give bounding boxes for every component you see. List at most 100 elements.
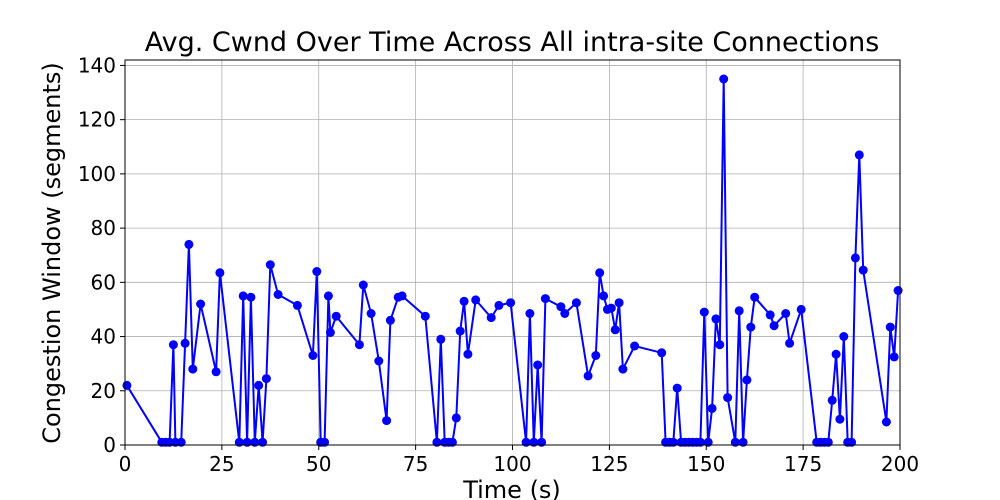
data-point bbox=[618, 364, 628, 374]
data-point bbox=[595, 268, 605, 278]
data-point bbox=[420, 311, 430, 321]
x-tick-label: 25 bbox=[209, 452, 234, 476]
y-tick-label: 20 bbox=[91, 379, 116, 403]
data-point bbox=[261, 374, 271, 384]
data-point bbox=[385, 315, 395, 325]
data-point bbox=[374, 356, 384, 366]
data-point bbox=[893, 286, 903, 295]
data-point bbox=[560, 309, 570, 318]
x-tick-label: 125 bbox=[590, 452, 628, 476]
data-point bbox=[312, 267, 322, 276]
data-point bbox=[850, 253, 860, 263]
data-point bbox=[831, 349, 841, 359]
data-point bbox=[796, 304, 806, 314]
data-point bbox=[556, 302, 566, 312]
data-point bbox=[180, 338, 190, 348]
data-point bbox=[533, 360, 543, 370]
data-point bbox=[292, 300, 302, 310]
y-tick-label: 80 bbox=[91, 216, 116, 240]
data-point bbox=[742, 375, 752, 385]
data-point bbox=[455, 326, 465, 336]
data-point bbox=[672, 383, 682, 393]
x-tick-label: 100 bbox=[493, 452, 531, 476]
data-point bbox=[583, 371, 593, 381]
data-point bbox=[769, 321, 779, 331]
x-tick-label: 50 bbox=[306, 452, 331, 476]
data-point bbox=[657, 348, 667, 358]
data-point bbox=[711, 314, 721, 324]
data-point bbox=[734, 306, 744, 316]
data-point bbox=[463, 349, 473, 359]
data-point bbox=[746, 322, 756, 332]
x-tick-label: 200 bbox=[881, 452, 919, 476]
data-point bbox=[599, 291, 609, 301]
data-point bbox=[540, 294, 550, 304]
data-point bbox=[707, 403, 717, 413]
data-point bbox=[246, 292, 256, 302]
data-point bbox=[889, 352, 899, 362]
data-point bbox=[486, 313, 496, 323]
data-point bbox=[715, 340, 725, 350]
data-point bbox=[785, 338, 795, 348]
x-tick-label: 175 bbox=[784, 452, 822, 476]
y-tick-label: 40 bbox=[91, 325, 116, 349]
data-point bbox=[506, 298, 516, 308]
data-point bbox=[196, 299, 206, 309]
y-tick-label: 140 bbox=[78, 53, 116, 77]
data-point bbox=[382, 416, 392, 426]
data-point bbox=[781, 309, 791, 318]
data-point bbox=[397, 291, 407, 301]
x-axis: 0 25 50 75 100 125 150 175 200 bbox=[119, 445, 919, 476]
data-point bbox=[471, 295, 481, 305]
data-point bbox=[168, 340, 178, 350]
data-point bbox=[719, 74, 729, 84]
data-point bbox=[606, 303, 616, 313]
data-point bbox=[525, 309, 535, 318]
data-point bbox=[331, 311, 341, 321]
y-tick-label: 0 bbox=[103, 433, 116, 457]
data-point bbox=[254, 380, 264, 390]
data-point bbox=[273, 290, 283, 299]
data-point bbox=[436, 334, 446, 344]
data-point bbox=[494, 300, 504, 310]
data-point bbox=[571, 298, 581, 308]
data-point bbox=[354, 340, 364, 350]
data-point bbox=[184, 239, 194, 249]
data-point bbox=[881, 417, 891, 427]
x-axis-label: Time (s) bbox=[462, 476, 561, 500]
data-point bbox=[591, 351, 601, 360]
data-point bbox=[610, 325, 620, 335]
data-point bbox=[323, 291, 333, 301]
data-point bbox=[723, 393, 733, 403]
y-tick-label: 60 bbox=[91, 270, 116, 294]
x-tick-label: 0 bbox=[119, 452, 132, 476]
data-point bbox=[238, 291, 248, 301]
data-point bbox=[265, 260, 275, 270]
data-point bbox=[188, 364, 198, 374]
y-axis: 0 20 40 60 80 100 120 140 bbox=[78, 53, 125, 457]
x-tick-label: 75 bbox=[403, 452, 428, 476]
data-point bbox=[215, 268, 225, 278]
data-point bbox=[630, 341, 640, 351]
y-axis-label: Congestion Window (segments) bbox=[38, 62, 66, 444]
data-point bbox=[858, 265, 868, 275]
data-point bbox=[835, 414, 845, 424]
data-point bbox=[827, 395, 837, 405]
data-point bbox=[750, 292, 760, 302]
data-point bbox=[325, 328, 335, 337]
data-point bbox=[451, 413, 461, 423]
data-point bbox=[614, 298, 624, 308]
y-tick-label: 120 bbox=[78, 108, 116, 132]
data-point bbox=[366, 309, 376, 318]
data-point bbox=[765, 310, 775, 320]
x-tick-label: 150 bbox=[687, 452, 725, 476]
chart-title: Avg. Cwnd Over Time Across All intra-sit… bbox=[145, 27, 880, 58]
data-point bbox=[358, 280, 368, 290]
y-tick-label: 100 bbox=[78, 162, 116, 186]
data-point bbox=[839, 332, 849, 341]
data-point bbox=[459, 296, 469, 306]
data-point bbox=[308, 351, 318, 360]
data-point bbox=[885, 322, 895, 332]
data-point bbox=[699, 307, 709, 317]
